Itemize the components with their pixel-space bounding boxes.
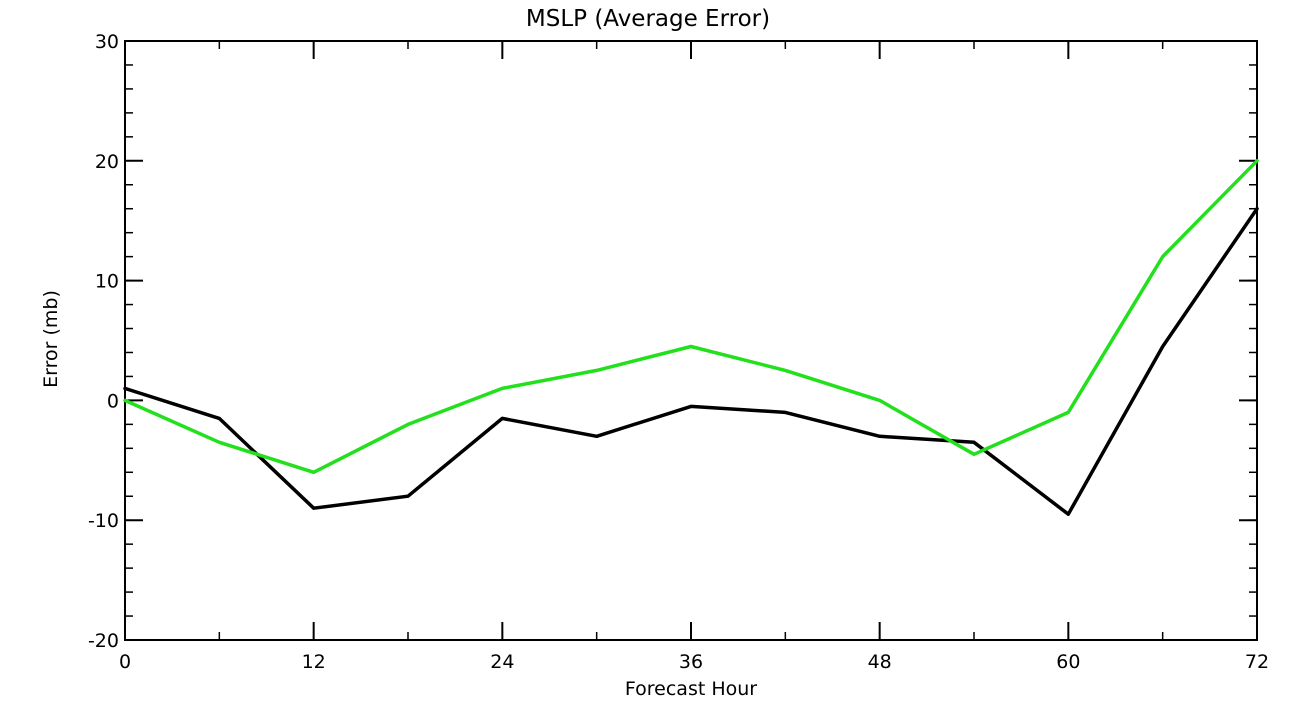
- chart-title: MSLP (Average Error): [525, 6, 771, 32]
- plot-frame: [124, 40, 1258, 641]
- y-tick-label: 30: [95, 31, 119, 53]
- x-tick-label: 48: [868, 651, 892, 673]
- y-tick-label: 10: [95, 271, 119, 293]
- y-axis-label: Error (mb): [40, 290, 62, 388]
- y-tick-label: 20: [95, 151, 119, 173]
- series-line-1: [123, 206, 1259, 516]
- x-tick-label: 36: [679, 651, 703, 673]
- y-tick-label: -10: [88, 510, 119, 532]
- x-tick-label: 12: [302, 651, 326, 673]
- x-tick-label: 24: [490, 651, 514, 673]
- x-tick-label: 72: [1245, 651, 1269, 673]
- series-line-2: [123, 159, 1259, 475]
- x-tick-label: 60: [1056, 651, 1080, 673]
- y-tick-label: -20: [88, 630, 119, 652]
- y-tick-label: 0: [107, 390, 119, 412]
- x-tick-label: 0: [119, 651, 131, 673]
- x-axis-label: Forecast Hour: [624, 678, 758, 700]
